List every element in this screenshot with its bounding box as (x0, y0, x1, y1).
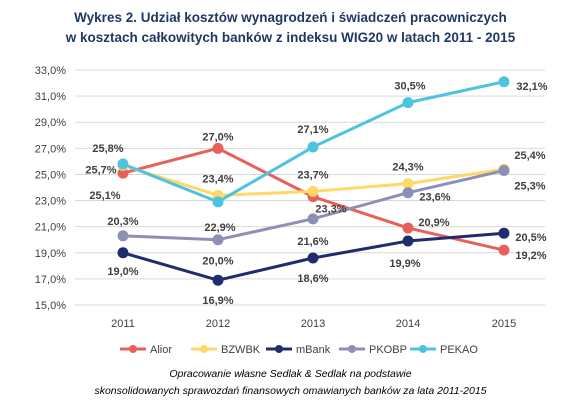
y-tick-label: 27,0% (35, 143, 66, 155)
y-tick-label: 23,0% (35, 196, 66, 208)
data-label-alior: 20,9% (418, 217, 449, 229)
data-point-bzwbk (402, 178, 414, 190)
y-tick-label: 17,0% (35, 274, 66, 286)
data-label-bzwbk: 25,4% (514, 150, 545, 162)
data-point-pkobp (212, 234, 224, 246)
legend-label-alior: Alior (150, 344, 172, 356)
data-point-pekao (212, 196, 224, 208)
data-label-bzwbk: 25,7% (85, 164, 116, 176)
data-label-pekao: 27,1% (297, 124, 328, 136)
x-tick-label: 2013 (301, 318, 325, 330)
data-label-mbank: 20,5% (515, 232, 546, 244)
data-label-pekao: 32,1% (516, 81, 547, 93)
data-label-mbank: 19,9% (389, 258, 420, 270)
y-tick-label: 15,0% (35, 300, 66, 312)
x-tick-label: 2012 (206, 318, 230, 330)
data-label-alior: 19,2% (515, 250, 546, 262)
y-tick-label: 29,0% (35, 117, 66, 129)
legend-marker-alior (129, 345, 137, 353)
data-label-pkobp: 25,3% (514, 181, 545, 193)
data-label-pkobp: 23,6% (419, 192, 450, 204)
y-tick-label: 19,0% (35, 248, 66, 260)
legend-label-mbank: mBank (296, 344, 331, 356)
legend-label-bzwbk: BZWBK (221, 344, 261, 356)
legend-label-pekao: PEKAO (440, 344, 478, 356)
data-point-mbank (498, 227, 510, 239)
data-point-alior (498, 244, 510, 256)
data-point-mbank (212, 274, 224, 286)
x-tick-label: 2015 (492, 318, 516, 330)
x-tick-label: 2011 (111, 318, 135, 330)
data-label-bzwbk: 23,7% (297, 169, 328, 181)
data-point-pekao (498, 76, 510, 88)
data-point-mbank (117, 247, 129, 259)
data-label-pekao: 30,5% (394, 81, 425, 93)
x-tick-label: 2014 (396, 318, 420, 330)
data-label-mbank: 16,9% (202, 295, 233, 307)
data-label-pkobp: 20,0% (202, 256, 233, 268)
y-tick-label: 33,0% (35, 65, 66, 77)
data-point-bzwbk (307, 185, 319, 197)
data-point-mbank (402, 235, 414, 247)
data-point-alior (117, 167, 129, 179)
data-label-pekao: 22,9% (204, 222, 235, 234)
data-point-pekao (402, 97, 414, 109)
source-note-line-1: Opracowanie własne Sedlak & Sedlak na po… (169, 368, 412, 380)
chart-title-line-1: Wykres 2. Udział kosztów wynagrodzeń i ś… (74, 10, 507, 25)
data-point-pekao (307, 141, 319, 153)
data-label-pkobp: 21,6% (297, 236, 328, 248)
data-label-bzwbk: 24,3% (392, 162, 423, 174)
data-label-pekao: 25,8% (92, 143, 123, 155)
data-point-pkobp (402, 187, 414, 199)
data-point-pkobp (498, 165, 510, 177)
data-point-alior (212, 142, 224, 154)
data-point-alior (402, 222, 414, 234)
data-point-mbank (307, 252, 319, 264)
y-tick-label: 31,0% (35, 91, 66, 103)
data-point-pkobp (307, 213, 319, 225)
legend-marker-pkobp (348, 345, 356, 353)
chart-title-line-2: w kosztach całkowitych banków z indeksu … (65, 30, 516, 45)
data-point-pkobp (117, 230, 129, 242)
y-tick-label: 25,0% (35, 169, 66, 181)
data-label-alior: 27,0% (202, 131, 233, 143)
data-label-alior: 25,1% (89, 190, 120, 202)
data-label-mbank: 19,0% (107, 266, 138, 278)
legend-marker-pekao (419, 345, 427, 353)
data-label-alior: 23,3% (315, 204, 346, 216)
y-tick-label: 21,0% (35, 222, 66, 234)
data-label-pkobp: 20,3% (107, 216, 138, 228)
data-point-pekao (117, 158, 129, 170)
legend-marker-bzwbk (200, 345, 208, 353)
source-note-line-2: skonsolidowanych sprawozdań finansowych … (94, 385, 487, 397)
data-label-mbank: 18,6% (297, 273, 328, 285)
data-label-bzwbk: 23,4% (202, 173, 233, 185)
legend-marker-mbank (275, 345, 283, 353)
legend-label-pkobp: PKOBP (369, 344, 407, 356)
